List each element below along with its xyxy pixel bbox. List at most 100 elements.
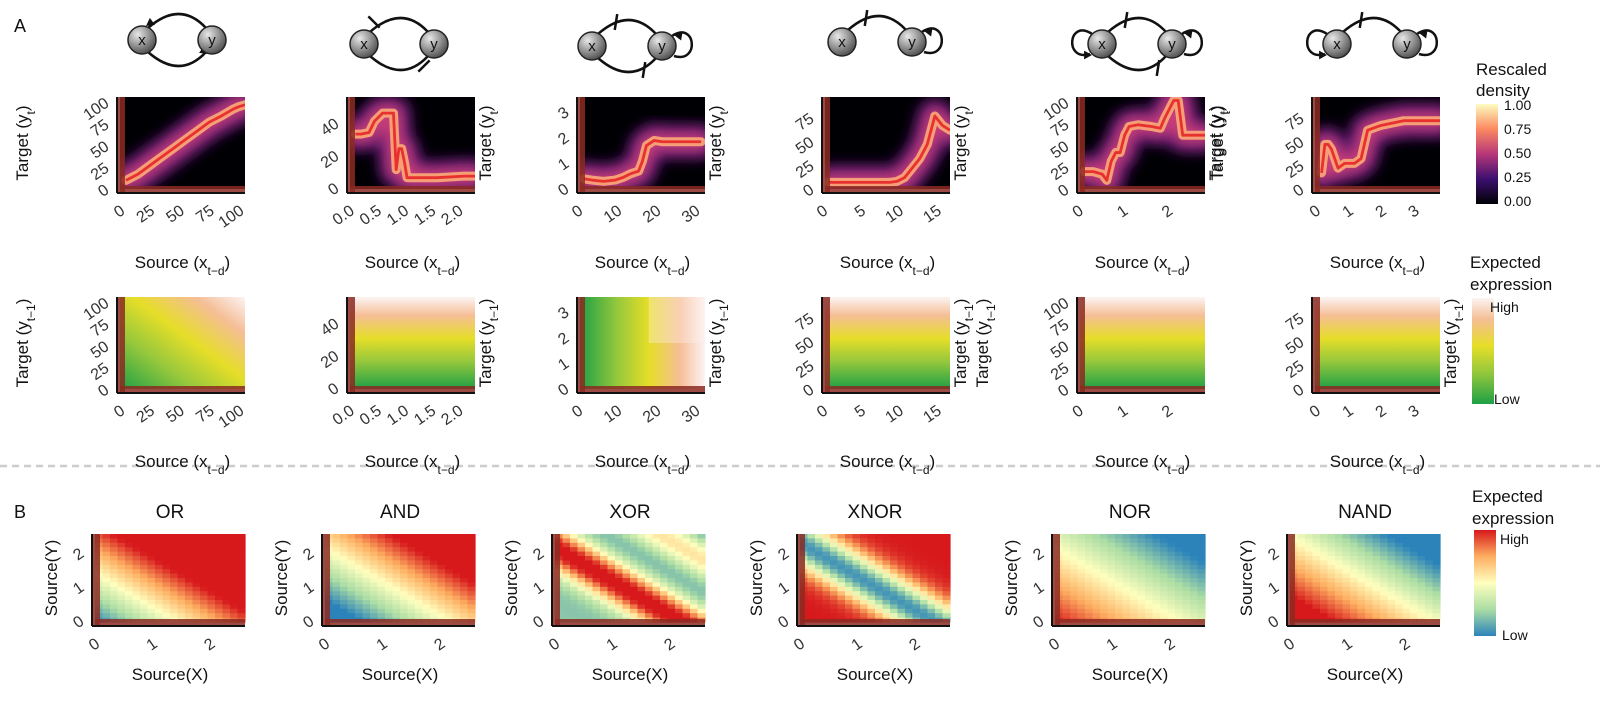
heat-cell xyxy=(1160,573,1169,579)
heat-cell xyxy=(690,547,699,553)
heat-cell xyxy=(577,613,586,619)
heat-cell xyxy=(1327,560,1336,566)
heat-cell xyxy=(570,613,579,619)
heat-cell xyxy=(140,591,149,597)
heat-cell xyxy=(1160,582,1169,588)
heat-cell xyxy=(830,542,839,548)
heat-cell xyxy=(1327,538,1336,544)
y-tick-label: 2 xyxy=(70,545,87,564)
heat-cell xyxy=(890,538,899,544)
heat-cell xyxy=(377,564,386,570)
x-tick-label: 0 xyxy=(569,402,586,421)
heat-cell xyxy=(637,573,646,579)
heat-cell xyxy=(860,573,869,579)
heat-cell xyxy=(1335,573,1344,579)
heat-cell xyxy=(822,608,831,614)
heat-cell xyxy=(697,534,706,539)
heat-cell xyxy=(1152,600,1161,605)
heat-cell xyxy=(682,582,691,588)
heat-cell xyxy=(935,591,944,597)
heat-cell xyxy=(437,538,446,544)
heat-cell xyxy=(147,534,156,539)
heat-cell xyxy=(622,551,631,557)
heat-cell xyxy=(1402,534,1411,539)
heat-cell xyxy=(110,560,119,566)
heat-cell xyxy=(570,578,579,583)
heat-cell xyxy=(1137,608,1146,614)
heat-cell xyxy=(110,608,119,614)
x-tick-label: 0 xyxy=(111,402,128,421)
y-tick-label: 0 xyxy=(325,180,342,199)
heat-cell xyxy=(927,600,936,605)
heat-cell xyxy=(1297,542,1306,548)
x-tick-label: 1 xyxy=(1104,635,1121,654)
heat-cell xyxy=(660,600,669,605)
heat-cell xyxy=(430,534,439,539)
heat-cell xyxy=(822,586,831,592)
heat-cell xyxy=(667,556,676,561)
heat-cell xyxy=(860,564,869,570)
heat-cell xyxy=(117,595,126,601)
heat-cell xyxy=(222,591,231,597)
heat-cell xyxy=(200,582,209,588)
heat-cell xyxy=(585,551,594,557)
heat-cell xyxy=(185,586,194,592)
heat-cell xyxy=(1070,534,1079,539)
heat-cell xyxy=(585,578,594,583)
heat-cell xyxy=(362,600,371,605)
heat-cell xyxy=(592,608,601,614)
heat-cell xyxy=(600,560,609,566)
heat-cell xyxy=(140,538,149,544)
y-tick-label: 25 xyxy=(88,360,112,384)
heat-cell xyxy=(392,564,401,570)
heat-cell xyxy=(1320,547,1329,553)
heat-cell xyxy=(1137,569,1146,575)
heat-cell xyxy=(807,586,816,592)
heat-cell xyxy=(1335,534,1344,539)
heat-cell xyxy=(1410,582,1419,588)
heat-cell xyxy=(882,569,891,575)
heat-cell xyxy=(132,573,141,579)
heat-cell xyxy=(347,547,356,553)
node-y: y xyxy=(1392,29,1422,59)
heat-cell xyxy=(460,542,469,548)
heat-cell xyxy=(690,586,699,592)
x-tick-label: 2 xyxy=(906,635,923,654)
heat-cell xyxy=(830,560,839,566)
heat-cell xyxy=(660,608,669,614)
heat-cell xyxy=(355,595,364,601)
y-tick-label: 2 xyxy=(1030,545,1047,564)
heat-cell xyxy=(340,578,349,583)
heat-cell xyxy=(1297,551,1306,557)
heat-cell xyxy=(1320,600,1329,605)
heat-cell xyxy=(860,542,869,548)
heat-cell xyxy=(355,608,364,614)
heat-cell xyxy=(1395,591,1404,597)
heat-cell xyxy=(162,573,171,579)
x-axis-label: Source (xt−d) xyxy=(135,452,230,477)
x-tick-label: 1.0 xyxy=(384,202,412,229)
heat-cell xyxy=(1342,569,1351,575)
heat-cell xyxy=(935,582,944,588)
heat-cell xyxy=(1372,608,1381,614)
heat-cell xyxy=(807,595,816,601)
heat-cell xyxy=(667,551,676,557)
heat-cell xyxy=(347,595,356,601)
heat-cell xyxy=(807,573,816,579)
heat-cell xyxy=(1115,595,1124,601)
x-tick-label: 0 xyxy=(1307,202,1324,221)
heat-cell xyxy=(102,564,111,570)
heat-cell xyxy=(1190,586,1199,592)
heat-cell xyxy=(622,556,631,561)
heat-cell xyxy=(1417,613,1426,619)
node-circle xyxy=(1322,29,1352,59)
heat-cell xyxy=(615,564,624,570)
expected-trace-line xyxy=(355,111,475,180)
heat-cell xyxy=(1197,595,1206,601)
heat-cell xyxy=(385,573,394,579)
x-tick-label: 5 xyxy=(852,402,869,421)
heat-cell xyxy=(882,582,891,588)
heat-cell xyxy=(1115,578,1124,583)
heat-cell xyxy=(347,534,356,539)
